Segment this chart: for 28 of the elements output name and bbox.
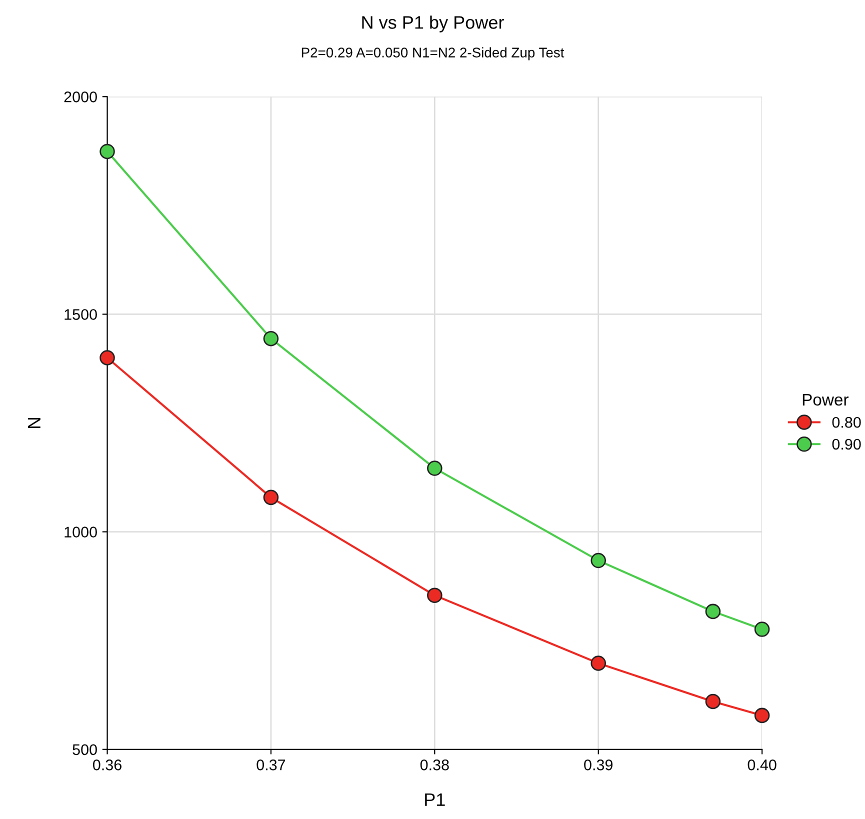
point bbox=[427, 588, 442, 603]
point bbox=[705, 604, 721, 620]
y-tick-label: 1000 bbox=[64, 526, 97, 538]
point bbox=[754, 622, 770, 637]
point bbox=[705, 694, 721, 710]
y-tick-label: 500 bbox=[72, 744, 97, 756]
chart-subtitle: P2=0.29 A=0.050 N1=N2 2-Sided Zup Test bbox=[302, 47, 564, 60]
x-tick-label: 0.36 bbox=[92, 760, 122, 770]
point bbox=[100, 144, 115, 160]
legend-label: 0.80 bbox=[832, 416, 861, 428]
y-tick-label: 1500 bbox=[64, 309, 97, 320]
chart-title: N vs P1 by Power bbox=[362, 16, 504, 32]
point bbox=[100, 350, 115, 366]
x-tick-label: 0.40 bbox=[748, 760, 776, 770]
point bbox=[754, 708, 770, 724]
x-tick-label: 0.37 bbox=[256, 760, 286, 770]
legend-label: 0.90 bbox=[832, 438, 861, 450]
legend-title: Power bbox=[802, 394, 849, 406]
point bbox=[263, 330, 279, 346]
y-axis-title: N bbox=[28, 418, 40, 428]
x-axis-title: P1 bbox=[425, 793, 445, 806]
y-tick-label: 2000 bbox=[64, 92, 97, 102]
point bbox=[590, 656, 606, 671]
point bbox=[427, 460, 442, 476]
x-tick-label: 0.38 bbox=[420, 760, 449, 770]
point bbox=[263, 490, 279, 506]
x-tick-label: 0.39 bbox=[584, 760, 613, 770]
point bbox=[590, 552, 606, 568]
